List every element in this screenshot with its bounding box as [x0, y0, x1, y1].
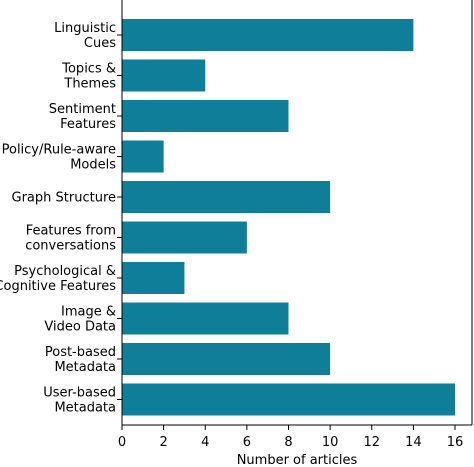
- bar-4: [122, 181, 331, 213]
- category-label-2-0: Sentiment: [49, 102, 116, 117]
- x-tick-label-5: 10: [322, 435, 339, 450]
- x-tick-label-7: 14: [405, 435, 422, 450]
- x-tick-label-0: 0: [118, 435, 126, 450]
- bar-2: [122, 100, 289, 132]
- category-label-9-0: User-based: [43, 386, 116, 401]
- category-label-9-1: Metadata: [54, 401, 116, 416]
- category-label-6-1: Cognitive Features: [0, 279, 116, 294]
- category-label-3-0: Policy/Rule-aware: [2, 143, 116, 158]
- category-label-8-0: Post-based: [45, 345, 116, 360]
- bar-3: [122, 140, 164, 173]
- x-tick-label-4: 8: [284, 435, 292, 450]
- bar-0: [122, 19, 414, 51]
- category-label-8-1: Metadata: [54, 360, 116, 375]
- bars-group: [122, 19, 455, 416]
- x-tick-label-2: 4: [201, 435, 209, 450]
- x-tick-label-6: 12: [363, 435, 380, 450]
- x-axis-ticks: 0 2 4 6 8 10 12 14 16: [118, 425, 463, 450]
- bar-6: [122, 262, 185, 294]
- category-label-6-0: Psychological &: [14, 264, 116, 279]
- x-tick-label-1: 2: [159, 435, 167, 450]
- category-label-0-0: Linguistic: [54, 21, 116, 36]
- bar-9: [122, 383, 455, 416]
- category-label-5-0: Features from: [26, 224, 116, 239]
- category-label-2-1: Features: [60, 117, 116, 132]
- bar-1: [122, 59, 206, 92]
- x-tick-label-3: 6: [243, 435, 251, 450]
- category-label-1-1: Themes: [63, 77, 116, 92]
- category-label-3-1: Models: [70, 158, 116, 173]
- bar-8: [122, 343, 331, 375]
- category-label-7-0: Image &: [61, 305, 116, 320]
- category-label-7-1: Video Data: [44, 320, 116, 335]
- x-axis-title: Number of articles: [237, 453, 358, 467]
- bar-7: [122, 302, 289, 335]
- category-label-1-0: Topics &: [61, 62, 116, 77]
- x-tick-label-8: 16: [447, 435, 464, 450]
- bar-5: [122, 221, 247, 254]
- category-label-5-1: conversations: [25, 239, 116, 254]
- category-label-4-0: Graph Structure: [12, 191, 116, 206]
- category-label-0-1: Cues: [84, 36, 116, 51]
